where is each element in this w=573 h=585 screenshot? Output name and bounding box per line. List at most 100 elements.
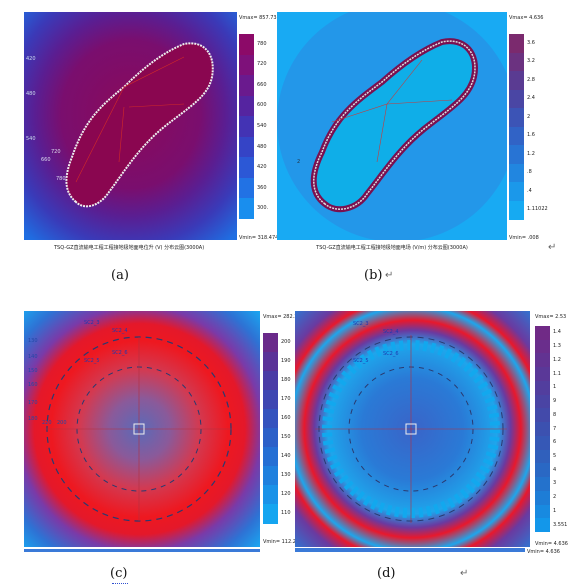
spellcheck-underline <box>112 581 128 584</box>
legend-value: 600 <box>257 102 267 109</box>
legend-value: 2 <box>553 494 557 501</box>
legend-value: 180 <box>281 377 291 383</box>
vmin-label: Vmin= .008 <box>509 235 539 241</box>
legend-value: 140 <box>281 453 291 459</box>
contour-label: 660 <box>41 157 51 163</box>
legend-swatch <box>509 52 524 72</box>
legend-value: 200 <box>281 339 291 345</box>
legend-a: 780 720 660 600 540 480 420 360 300. <box>239 34 274 220</box>
legend-swatch <box>263 333 278 353</box>
scale-strip-label: Vmin= 4.636 <box>527 549 560 555</box>
contour-label: 220 <box>42 420 52 426</box>
legend-value: 4 <box>553 466 557 473</box>
legend-swatch <box>239 116 254 138</box>
legend-value: 190 <box>281 358 291 364</box>
electrode-label: SC2_5 <box>84 358 100 364</box>
legend-value: 120 <box>281 491 291 497</box>
legend-swatch <box>535 422 550 437</box>
legend-d: 1.4 1.3 1.2 1.1 1 9 8 7 6 5 4 3 2 1 3.551 <box>535 326 567 533</box>
legend-swatch <box>263 409 278 429</box>
legend-swatch <box>509 182 524 201</box>
legend-swatch <box>509 145 524 164</box>
contour-label: 780 <box>56 176 66 182</box>
vmax-label: Vmax= 2.53 <box>535 314 567 320</box>
contour-label: 540 <box>26 136 36 142</box>
legend-swatch <box>239 54 254 76</box>
legend-value: 1 <box>553 384 557 391</box>
legend-swatch <box>535 408 550 423</box>
legend-swatch <box>239 157 254 179</box>
legend-swatch <box>535 380 550 396</box>
legend-value: 300. <box>257 205 269 212</box>
legend-value: 6 <box>553 439 557 446</box>
legend-swatch <box>263 428 278 448</box>
contour-label: 150 <box>28 368 38 374</box>
legend-swatch <box>263 352 278 372</box>
legend-swatch <box>535 394 550 409</box>
contour-label: 720 <box>51 149 61 155</box>
panel-a: 420 480 540 660 720 780 Vmax= 857.733 78… <box>24 12 280 257</box>
legend-value: 130 <box>281 472 291 478</box>
legend-value: 1.1 <box>553 370 561 377</box>
scale-strip <box>295 548 525 552</box>
legend-value: 3.6 <box>527 39 535 46</box>
legend-swatch <box>263 466 278 486</box>
panel-label-c: (c) <box>110 566 128 581</box>
electrode-label: SC2_3 <box>353 321 369 327</box>
return-mark-icon: ↵ <box>548 242 557 253</box>
contour-label: 420 <box>26 56 36 62</box>
contour-label: 200 <box>57 420 67 426</box>
legend-value: 170 <box>281 396 291 402</box>
legend-c: 200 190 180 170 160 150 140 130 120 110 <box>263 333 296 524</box>
electrode-label: SC2_4 <box>383 329 399 335</box>
legend-swatch <box>509 89 524 109</box>
legend-swatch <box>535 353 550 368</box>
contour-image-a <box>24 12 237 240</box>
legend-swatch <box>239 198 254 220</box>
legend-value: 110 <box>281 510 291 516</box>
legend-value: 1.4 <box>553 329 561 336</box>
plot-caption: TSQ-GZ直流输电工程工程接地极地面电位升 (V) 分布云图(3000A) <box>54 245 205 251</box>
legend-value: 540 <box>257 123 267 129</box>
legend-value: 720 <box>257 61 267 68</box>
plot-caption: TSQ-GZ直流输电工程工程接地极地面电场 (V/m) 分布云图(3000A) <box>316 245 468 251</box>
legend-value: 360 <box>257 184 267 191</box>
contour-label: 170 <box>28 400 38 406</box>
legend-value: 1.3 <box>553 343 561 350</box>
legend-swatch <box>509 34 524 53</box>
legend-swatch <box>239 75 254 97</box>
panel-label-a: (a) <box>111 268 129 283</box>
contour-plot-c: 130 140 150 160 170 180 220 200 SC2_3 SC… <box>24 311 260 547</box>
legend-value: 1.2 <box>553 356 561 363</box>
legend-swatch <box>535 326 550 341</box>
legend-value: 160 <box>281 415 291 421</box>
legend-value: 2 <box>527 113 531 120</box>
return-mark-icon: ↵ <box>460 568 469 579</box>
contour-label: 160 <box>28 382 38 388</box>
legend-swatch <box>509 71 524 90</box>
vmin-label: Vmin= 112.2 <box>263 539 296 545</box>
legend-swatch <box>263 390 278 410</box>
scale-strip <box>24 549 260 552</box>
panel-label-d: (d) <box>377 566 396 581</box>
legend-value: 660 <box>257 81 267 88</box>
vmax-label: Vmax= 282.3 <box>263 314 298 320</box>
legend-value: 3.2 <box>527 58 535 65</box>
electrode-label: SC2_4 <box>112 328 128 334</box>
legend-swatch <box>535 490 550 506</box>
contour-image-d <box>295 311 530 547</box>
legend-swatch <box>509 108 524 127</box>
legend-swatch <box>263 371 278 391</box>
legend-value: 3 <box>553 480 557 487</box>
vmin-label: Vmin= 318.474 <box>239 235 279 241</box>
legend-swatch <box>263 485 278 505</box>
vmin-label: Vmin= 4.636 <box>535 541 568 547</box>
legend-swatch <box>535 435 550 451</box>
electrode-label: SC2_6 <box>383 351 399 357</box>
contour-label: 2 <box>297 159 301 165</box>
electrode-label: SC2_5 <box>353 358 369 364</box>
legend-swatch <box>239 95 254 117</box>
panel-d: SC2_3 SC2_4 SC2_5 SC2_6 Vmax= 2.53 1.4 1.… <box>295 311 568 556</box>
panel-c: 130 140 150 160 170 180 220 200 SC2_3 SC… <box>24 311 298 556</box>
legend-value: 780 <box>257 40 267 47</box>
